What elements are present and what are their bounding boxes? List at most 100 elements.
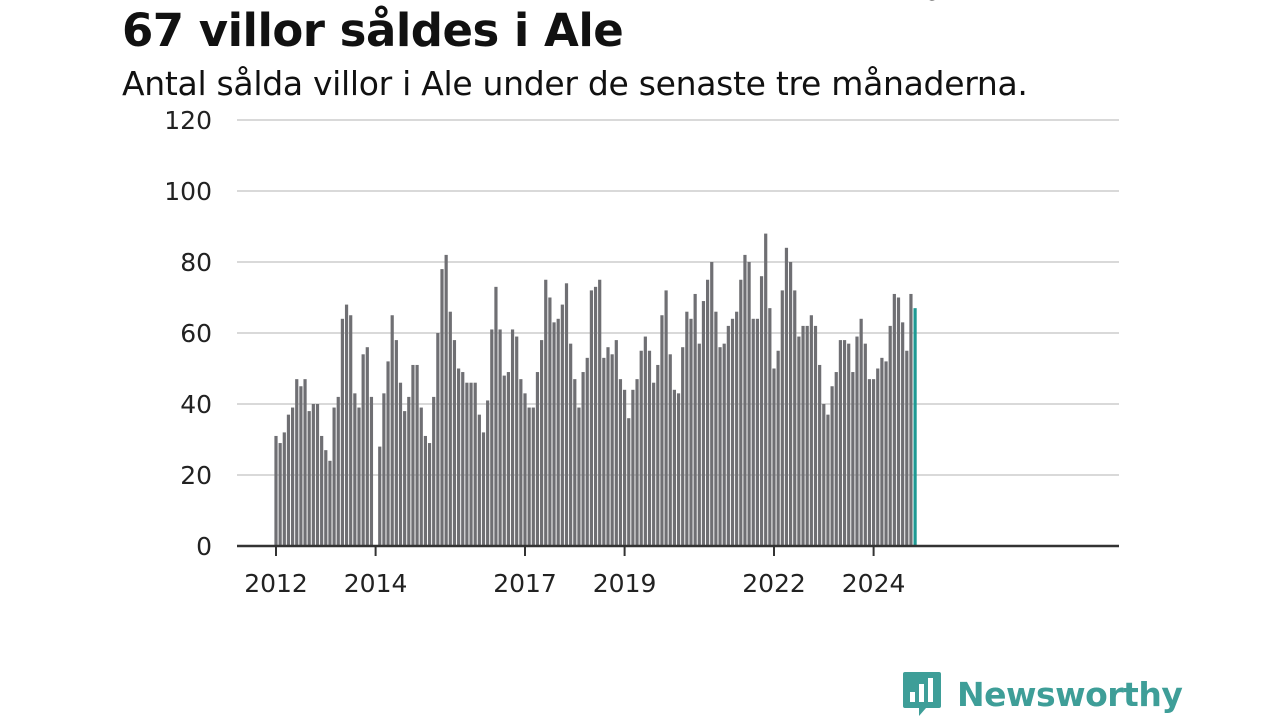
- bar: [440, 269, 444, 546]
- bar: [855, 336, 859, 546]
- brand-name: Newsworthy: [957, 674, 1183, 714]
- bar: [759, 276, 764, 546]
- bar: [436, 333, 440, 546]
- bar: [643, 336, 647, 546]
- bar: [614, 340, 618, 546]
- bar: [896, 297, 901, 546]
- bar: [718, 347, 722, 546]
- bar: [540, 340, 544, 546]
- bar: [834, 372, 838, 546]
- bar: [793, 290, 797, 546]
- bar: [867, 379, 872, 546]
- bar: [888, 325, 892, 546]
- bar: [544, 279, 548, 546]
- bar-chart-speech-bubble-icon: [903, 672, 941, 716]
- bar: [278, 443, 282, 546]
- bar: [286, 414, 291, 546]
- bar: [473, 382, 477, 546]
- bar: [822, 404, 826, 546]
- bar: [361, 354, 365, 546]
- bar: [419, 407, 423, 546]
- bar: [755, 318, 759, 546]
- bar: [552, 322, 556, 546]
- bar: [813, 325, 818, 546]
- bar: [444, 254, 448, 546]
- bar: [324, 450, 328, 546]
- bar: [739, 279, 743, 546]
- x-tick-label: 2024: [842, 569, 906, 598]
- bar: [494, 286, 498, 546]
- bar: [884, 361, 888, 546]
- bar: [772, 368, 776, 546]
- bar: [452, 340, 457, 546]
- bar: [764, 233, 768, 546]
- bar: [531, 407, 535, 546]
- bar: [610, 354, 614, 546]
- bar: [502, 375, 506, 546]
- bar: [461, 372, 465, 546]
- bar: [905, 350, 909, 546]
- bar: [909, 293, 913, 546]
- bar: [498, 329, 502, 546]
- bar: [589, 290, 593, 546]
- bar: [573, 379, 577, 546]
- bar: [598, 279, 602, 546]
- bar: [818, 364, 822, 546]
- bar: [826, 414, 830, 546]
- bar: [693, 293, 697, 546]
- bar: [556, 318, 560, 546]
- bar: [710, 262, 714, 546]
- bar: [357, 407, 361, 546]
- bar: [581, 372, 585, 546]
- bar: [448, 311, 452, 546]
- bar: [623, 389, 627, 546]
- highlight-bar: [913, 308, 917, 546]
- bar: [481, 432, 486, 546]
- bar: [299, 386, 303, 546]
- bar: [378, 446, 382, 546]
- bar: [639, 350, 643, 546]
- bar: [805, 325, 809, 546]
- chart-title: 67 villor såldes i Ale: [122, 4, 624, 57]
- bar: [295, 379, 299, 546]
- bar: [291, 407, 295, 546]
- x-tick-label: 2019: [593, 569, 657, 598]
- bar: [560, 304, 564, 546]
- bar: [830, 386, 834, 546]
- bar: [838, 340, 842, 546]
- bar: [689, 318, 693, 546]
- bar: [311, 404, 315, 546]
- bar: [842, 340, 847, 546]
- y-tick-label: 100: [164, 177, 212, 206]
- bar: [432, 396, 436, 546]
- bar: [394, 340, 398, 546]
- bar: [353, 393, 357, 546]
- bar: [892, 293, 896, 546]
- bar: [519, 379, 523, 546]
- bar: [457, 368, 461, 546]
- bar: [747, 262, 751, 546]
- bar: [722, 343, 726, 546]
- bar: [714, 311, 718, 546]
- bar: [656, 364, 660, 546]
- bar: [606, 347, 610, 546]
- bar: [510, 329, 515, 546]
- bar: [344, 304, 349, 546]
- bar: [847, 343, 851, 546]
- bar: [631, 389, 635, 546]
- bar: [730, 318, 735, 546]
- y-tick-label: 40: [180, 390, 212, 419]
- bar: [465, 382, 469, 546]
- bar: [726, 325, 730, 546]
- bar: [320, 435, 324, 546]
- bar: [859, 318, 863, 546]
- bar: [535, 372, 540, 546]
- bar: [282, 432, 286, 546]
- bar: [349, 315, 353, 546]
- chart-subtitle: Antal sålda villor i Ale under de senast…: [122, 64, 1028, 103]
- bar: [569, 343, 573, 546]
- bar: [776, 350, 780, 546]
- bar-chart: 0 20 40 60 80 100 120 2012 2014 2017 2019 2022 2024 6…: [164, 0, 1119, 598]
- x-tick-label: 2017: [493, 569, 557, 598]
- bar: [789, 262, 793, 546]
